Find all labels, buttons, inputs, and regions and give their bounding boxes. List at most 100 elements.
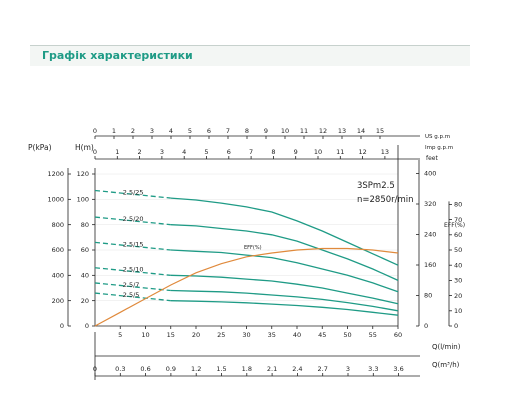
us-gpm-tick-label: 12 xyxy=(319,127,327,135)
model-label: 3SPm2.5 xyxy=(357,181,395,191)
q-lmin-tick-label: 55 xyxy=(369,331,377,339)
imp-gpm-tick-label: 12 xyxy=(358,148,366,156)
head-curve-2-5-20 xyxy=(170,224,399,281)
us-gpm-tick-label: 4 xyxy=(169,127,173,135)
eff-tick-label: 20 xyxy=(454,292,462,300)
q-lmin-tick-label: 35 xyxy=(268,331,276,339)
head-curve-2-5-25 xyxy=(170,197,399,266)
pressure-tick-label: 1200 xyxy=(47,170,64,178)
q-m3h-tick-label: 3.3 xyxy=(368,365,378,373)
head-curve-2-5-10 xyxy=(170,274,399,305)
curve-label: 2.5/20 xyxy=(123,215,144,223)
head-tick-label: 120 xyxy=(77,170,89,178)
feet-tick-label: 240 xyxy=(424,231,436,239)
eff-axis-label: EFF(%) xyxy=(444,222,465,229)
pressure-tick-label: 800 xyxy=(52,221,64,229)
q-lmin-tick-label: 40 xyxy=(293,331,301,339)
head-axis-label: H(m) xyxy=(75,143,94,152)
head-tick-label: 80 xyxy=(81,221,89,229)
eff-tick-label: 40 xyxy=(454,261,462,269)
imp-gpm-tick-label: 2 xyxy=(138,148,142,156)
head-tick-label: 100 xyxy=(77,196,89,204)
imp-gpm-tick-label: 0 xyxy=(93,148,97,156)
header-rule xyxy=(30,45,470,46)
curve-label: 2.5/5 xyxy=(123,291,140,299)
q-m3h-tick-label: 0.9 xyxy=(166,365,176,373)
q-m3h-tick-label: 1.2 xyxy=(191,365,201,373)
us-gpm-tick-label: 3 xyxy=(150,127,154,135)
imp-gpm-tick-label: 3 xyxy=(160,148,164,156)
pressure-tick-label: 400 xyxy=(52,272,64,280)
q-m3h-tick-label: 3 xyxy=(346,365,350,373)
head-tick-label: 60 xyxy=(81,246,89,254)
imp-gpm-tick-label: 10 xyxy=(314,148,322,156)
us-gpm-tick-label: 10 xyxy=(281,127,289,135)
imp-gpm-tick-label: 7 xyxy=(249,148,253,156)
q-lmin-tick-label: 5 xyxy=(118,331,122,339)
head-curve-dashed xyxy=(94,216,171,226)
efficiency-curve-label: EFF(%) xyxy=(244,245,262,251)
q-lmin-tick-label: 25 xyxy=(217,331,225,339)
eff-tick-label: 50 xyxy=(454,246,462,254)
imp-gpm-tick-label: 13 xyxy=(381,148,389,156)
head-tick-label: 40 xyxy=(81,272,89,280)
us-gpm-tick-label: 14 xyxy=(357,127,365,135)
q-lmin-tick-label: 15 xyxy=(167,331,175,339)
pressure-tick-label: 1000 xyxy=(47,196,64,204)
q-m3h-tick-label: 2.7 xyxy=(318,365,328,373)
curve-label: 2.5/7 xyxy=(123,281,140,289)
head-curve-dashed xyxy=(94,282,171,292)
head-curve-2-5-5 xyxy=(170,300,399,316)
q-m3h-axis-label: Q(m³/h) xyxy=(432,361,460,369)
us-gpm-tick-label: 11 xyxy=(300,127,308,135)
pressure-axis-label: P(kPa) xyxy=(28,143,52,152)
header-banner xyxy=(30,46,470,66)
feet-axis-label: feet xyxy=(426,155,438,162)
eff-tick-label: 70 xyxy=(454,216,462,224)
q-lmin-tick-label: 50 xyxy=(343,331,351,339)
feet-tick-label: 320 xyxy=(424,200,436,208)
q-m3h-tick-label: 1.5 xyxy=(216,365,226,373)
q-m3h-tick-label: 0.6 xyxy=(140,365,150,373)
q-lmin-tick-label: 10 xyxy=(141,331,149,339)
us-gpm-tick-label: 1 xyxy=(112,127,116,135)
us-gpm-tick-label: 13 xyxy=(338,127,346,135)
q-m3h-tick-label: 2.1 xyxy=(267,365,277,373)
head-curve-dashed xyxy=(94,267,171,276)
us-gpm-tick-label: 8 xyxy=(245,127,249,135)
us-gpm-tick-label: 6 xyxy=(207,127,211,135)
curve-label: 2.5/15 xyxy=(123,240,144,248)
pressure-tick-label: 600 xyxy=(52,246,64,254)
head-curve-dashed xyxy=(94,189,171,199)
us-gpm-tick-label: 7 xyxy=(226,127,230,135)
q-lmin-tick-label: 20 xyxy=(192,331,200,339)
q-lmin-axis-label: Q(l/min) xyxy=(432,343,461,351)
page-title: Графік характеристики xyxy=(42,49,193,62)
us-gpm-tick-label: 5 xyxy=(188,127,192,135)
head-curve-dashed xyxy=(94,241,171,251)
imp-gpm-tick-label: 11 xyxy=(336,148,344,156)
head-tick-label: 0 xyxy=(85,322,89,330)
curve-label: 2.5/10 xyxy=(123,266,144,274)
imp-gpm-tick-label: 6 xyxy=(227,148,231,156)
eff-tick-label: 0 xyxy=(454,322,458,330)
us-gpm-tick-label: 0 xyxy=(93,127,97,135)
imp-gpm-tick-label: 8 xyxy=(271,148,275,156)
imp-gpm-axis-label: Imp g.p.m xyxy=(425,145,453,151)
q-m3h-tick-label: 0.3 xyxy=(115,365,125,373)
q-m3h-tick-label: 1.8 xyxy=(242,365,252,373)
feet-tick-label: 80 xyxy=(424,292,432,300)
imp-gpm-tick-label: 9 xyxy=(294,148,298,156)
curve-label: 2.5/25 xyxy=(123,188,144,196)
head-curve-dashed xyxy=(94,292,171,302)
feet-tick-label: 400 xyxy=(424,170,436,178)
q-m3h-tick-label: 2.4 xyxy=(292,365,302,373)
pressure-tick-label: 200 xyxy=(52,297,64,305)
us-gpm-tick-label: 15 xyxy=(376,127,384,135)
eff-tick-label: 60 xyxy=(454,231,462,239)
efficiency-curve xyxy=(94,247,399,327)
imp-gpm-tick-label: 1 xyxy=(115,148,119,156)
pressure-tick-label: 0 xyxy=(60,322,64,330)
us-gpm-tick-label: 2 xyxy=(131,127,135,135)
us-gpm-tick-label: 9 xyxy=(264,127,268,135)
